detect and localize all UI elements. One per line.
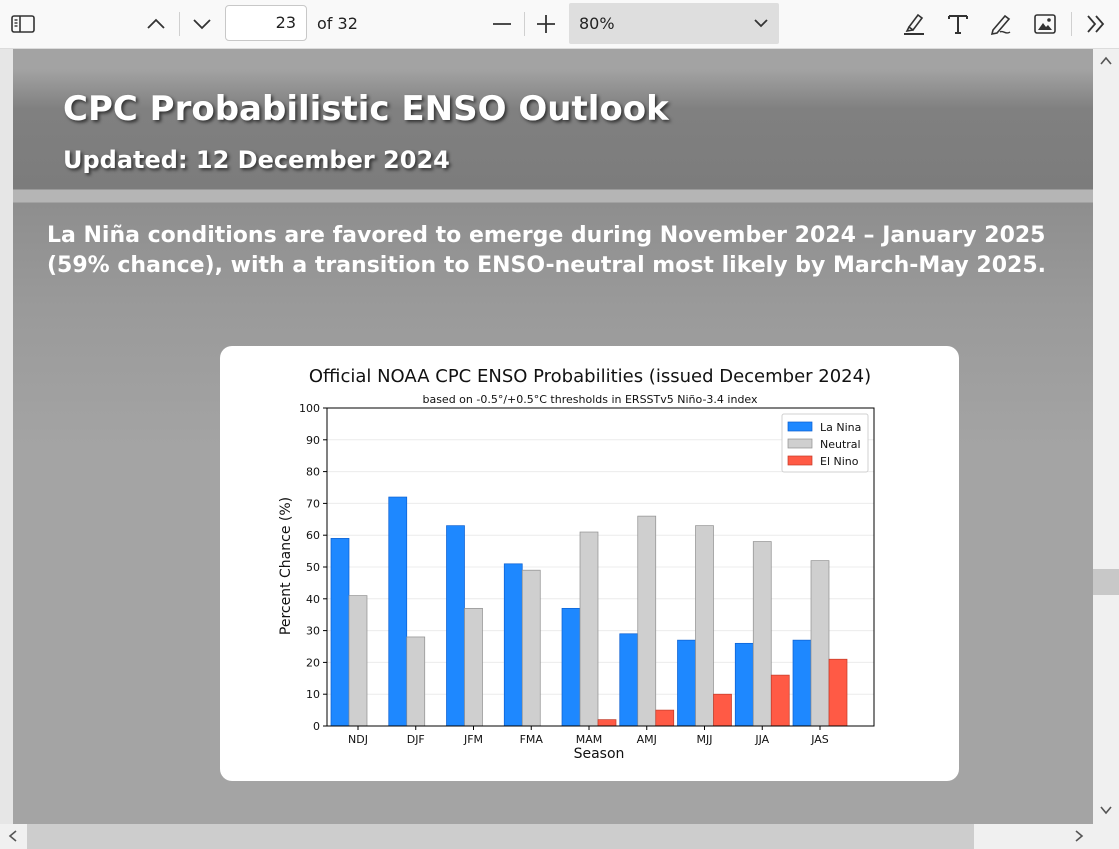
bar-la-nina <box>792 639 812 727</box>
bar-neutral <box>695 525 714 727</box>
page-number-input[interactable]: 23 <box>225 5 307 41</box>
bar-el-nino <box>655 709 675 727</box>
bar-neutral <box>810 560 830 727</box>
legend-swatch <box>787 455 813 466</box>
bar-neutral <box>464 607 483 727</box>
text-icon <box>948 15 968 34</box>
y-tick-label: 60 <box>306 529 320 542</box>
minus-icon <box>493 23 511 25</box>
zoom-in-button[interactable] <box>528 6 564 42</box>
horizontal-scroll-thumb[interactable] <box>27 824 974 849</box>
y-tick-label: 20 <box>306 656 320 669</box>
bar-neutral <box>579 531 599 727</box>
zoom-select[interactable]: 80% <box>569 3 779 44</box>
legend-label: Neutral <box>820 438 861 451</box>
legend-swatch <box>787 438 813 449</box>
toolbar-divider <box>1071 12 1072 36</box>
pen-icon <box>990 14 1011 36</box>
scroll-down-arrow-icon[interactable] <box>1100 805 1112 815</box>
zoom-out-button[interactable] <box>484 6 520 42</box>
x-tick-label: FMA <box>520 733 544 746</box>
bar-la-nina <box>503 563 523 727</box>
vertical-scroll-thumb[interactable] <box>1093 569 1119 595</box>
bar-neutral <box>752 541 772 727</box>
x-tick-label: NDJ <box>348 733 368 746</box>
bar-neutral <box>521 569 541 727</box>
bar-el-nino <box>828 658 848 727</box>
enso-probability-chart: Official NOAA CPC ENSO Probabilities (is… <box>278 366 875 762</box>
plus-icon <box>537 15 555 33</box>
toolbar-divider <box>524 12 525 36</box>
legend-label: La Nina <box>820 421 861 434</box>
x-tick-label: JAS <box>810 733 829 746</box>
bar-la-nina <box>619 633 639 727</box>
highlighter-icon <box>904 13 924 35</box>
x-tick-label: JJA <box>754 733 769 746</box>
page-total-label: of 32 <box>317 14 358 33</box>
chart-title: Official NOAA CPC ENSO Probabilities (is… <box>309 366 871 387</box>
bar-la-nina <box>388 496 408 727</box>
sidebar-toggle-icon[interactable] <box>4 6 42 42</box>
image-icon <box>1034 14 1056 34</box>
add-text-button[interactable] <box>940 6 976 42</box>
page-title: CPC Probabilistic ENSO Outlook <box>63 89 669 129</box>
y-tick-label: 30 <box>306 625 320 638</box>
x-tick-label: MAM <box>576 733 603 746</box>
y-tick-label: 70 <box>306 497 320 510</box>
bar-la-nina <box>446 525 465 727</box>
scroll-left-arrow-icon[interactable] <box>8 830 18 842</box>
highlight-button[interactable] <box>896 6 932 42</box>
scroll-up-arrow-icon[interactable] <box>1100 56 1112 66</box>
bar-la-nina <box>330 538 350 727</box>
pdf-page: CPC Probabilistic ENSO Outlook Updated: … <box>13 49 1093 824</box>
chart-card: Official NOAA CPC ENSO Probabilities (is… <box>220 346 959 781</box>
x-axis-label: Season <box>574 746 625 762</box>
scroll-right-arrow-icon[interactable] <box>1074 830 1084 842</box>
chart-subtitle: based on -0.5°/+0.5°C thresholds in ERSS… <box>422 393 758 406</box>
y-tick-label: 10 <box>306 688 320 701</box>
bar-el-nino <box>770 674 790 727</box>
more-tools-button[interactable] <box>1076 6 1116 42</box>
document-viewport[interactable]: CPC Probabilistic ENSO Outlook Updated: … <box>0 49 1093 824</box>
chevron-up-icon <box>147 18 165 29</box>
y-tick-label: 80 <box>306 466 320 479</box>
zoom-value: 80% <box>579 14 615 33</box>
vertical-scrollbar[interactable] <box>1093 49 1119 824</box>
y-tick-label: 0 <box>313 720 320 733</box>
x-tick-label: MJJ <box>697 733 713 746</box>
bar-neutral <box>637 515 657 727</box>
previous-page-button[interactable] <box>138 6 174 42</box>
draw-button[interactable] <box>983 6 1019 42</box>
bar-el-nino <box>597 719 617 727</box>
page-summary-text: La Niña conditions are favored to emerge… <box>47 223 1047 278</box>
legend-swatch <box>787 421 813 432</box>
x-tick-label: JFM <box>463 733 483 746</box>
double-chevron-right-icon <box>1087 15 1105 33</box>
x-tick-label: AMJ <box>637 733 657 746</box>
y-tick-label: 90 <box>306 434 320 447</box>
bar-la-nina <box>677 639 696 727</box>
bar-el-nino <box>713 693 732 727</box>
y-tick-label: 40 <box>306 593 320 606</box>
y-tick-label: 100 <box>299 402 320 415</box>
chevron-down-icon <box>754 19 768 28</box>
bar-la-nina <box>561 607 581 727</box>
chevron-down-icon <box>193 19 211 30</box>
next-page-button[interactable] <box>184 6 220 42</box>
page-subtitle: Updated: 12 December 2024 <box>63 146 450 174</box>
toolbar-divider <box>179 12 180 36</box>
y-axis-label: Percent Chance (%) <box>278 497 294 635</box>
bar-neutral <box>348 595 368 727</box>
pdf-toolbar: 23 of 32 80% <box>0 0 1119 49</box>
y-tick-label: 50 <box>306 561 320 574</box>
bar-la-nina <box>734 642 754 727</box>
bar-neutral <box>406 636 426 727</box>
legend-label: El Nino <box>820 455 859 468</box>
add-image-button[interactable] <box>1027 6 1063 42</box>
horizontal-scrollbar[interactable] <box>0 824 1119 849</box>
x-tick-label: DJF <box>407 733 425 746</box>
